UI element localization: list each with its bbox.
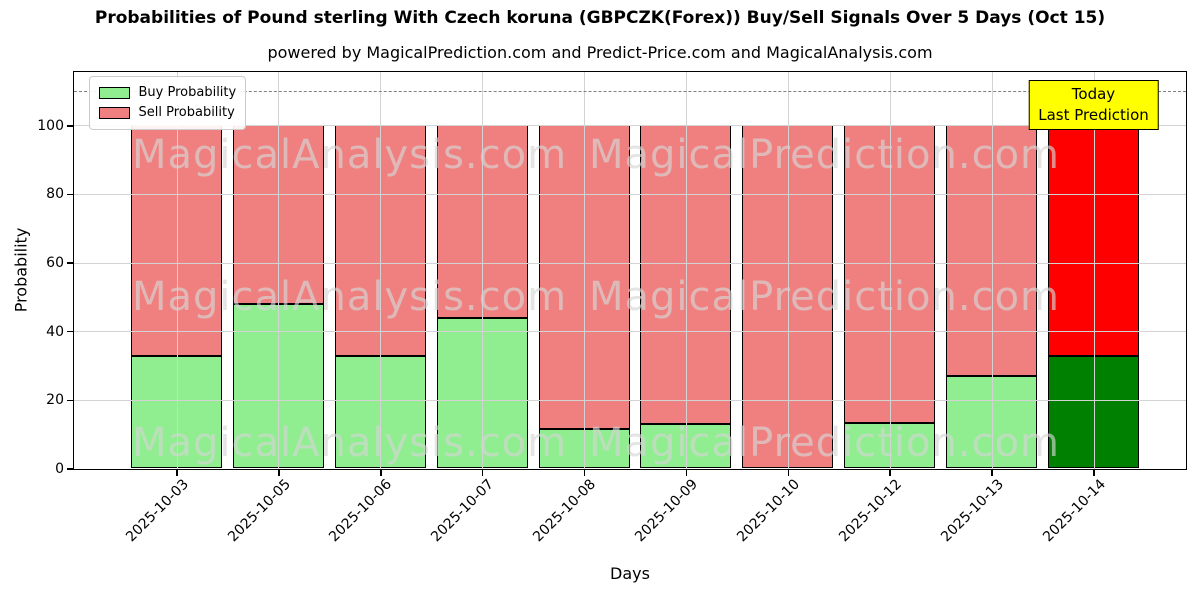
y-tick-60 xyxy=(67,262,73,264)
y-tick-label-40: 40 xyxy=(46,323,64,340)
v-gridline-2025-10-12 xyxy=(889,71,891,469)
x-tick-2025-10-03 xyxy=(176,470,178,476)
y-tick-label-100: 100 xyxy=(37,117,64,134)
watermark-text: MagicalPrediction.com xyxy=(589,419,1060,466)
y-tick-80 xyxy=(67,193,73,196)
legend-entry-sell: Sell Probability xyxy=(98,103,237,123)
x-tick-2025-10-06 xyxy=(380,470,382,476)
x-tick-label-2025-10-03: 2025-10-03 xyxy=(122,476,192,546)
h-gridline-60 xyxy=(73,262,1186,264)
x-tick-label-2025-10-13: 2025-10-13 xyxy=(937,476,1007,546)
plot-area: MagicalAnalysis.com MagicalPrediction.com… xyxy=(72,70,1187,470)
y-tick-label-60: 60 xyxy=(46,255,64,272)
x-tick-2025-10-10 xyxy=(787,470,790,476)
x-tick-label-2025-10-07: 2025-10-07 xyxy=(428,476,498,546)
y-tick-20 xyxy=(67,399,73,402)
x-tick-label-2025-10-09: 2025-10-09 xyxy=(632,476,702,546)
today-annotation: Today Last Prediction xyxy=(1028,79,1159,130)
y-tick-0 xyxy=(67,468,73,470)
h-gridline-20 xyxy=(73,399,1186,401)
v-gridline-2025-10-08 xyxy=(584,71,586,469)
x-tick-2025-10-12 xyxy=(889,470,891,476)
threshold-dashed-line xyxy=(73,91,1186,93)
legend-entry-buy: Buy Probability xyxy=(98,83,237,103)
chart-title: Probabilities of Pound sterling With Cze… xyxy=(94,8,1106,28)
chart-subtitle: powered by MagicalPrediction.com and Pre… xyxy=(267,43,933,62)
grid-layer xyxy=(73,71,1186,469)
v-gridline-2025-10-10 xyxy=(787,71,789,469)
v-gridline-2025-10-14 xyxy=(1093,71,1095,469)
legend: Buy Probability Sell Probability xyxy=(88,75,247,130)
watermark-text: MagicalAnalysis.com xyxy=(131,131,568,178)
x-tick-2025-10-08 xyxy=(583,470,586,476)
x-tick-label-2025-10-06: 2025-10-06 xyxy=(326,476,396,546)
x-tick-2025-10-09 xyxy=(685,470,688,476)
y-tick-label-0: 0 xyxy=(55,461,64,477)
x-axis-label: Days xyxy=(610,564,650,583)
watermark-layer: MagicalAnalysis.com MagicalPrediction.com… xyxy=(74,72,1186,469)
h-gridline-40 xyxy=(73,331,1186,333)
x-tick-2025-10-14 xyxy=(1093,470,1095,476)
x-tick-2025-10-05 xyxy=(278,470,280,476)
y-tick-label-80: 80 xyxy=(46,186,64,203)
x-tick-label-2025-10-10: 2025-10-10 xyxy=(734,476,803,546)
legend-swatch-buy xyxy=(98,86,130,99)
x-tick-label-2025-10-14: 2025-10-14 xyxy=(1039,476,1109,546)
x-tick-label-2025-10-12: 2025-10-12 xyxy=(835,476,905,546)
x-tick-label-2025-10-08: 2025-10-08 xyxy=(530,476,600,546)
legend-swatch-sell xyxy=(98,106,130,119)
legend-label-buy: Buy Probability xyxy=(138,85,237,100)
h-gridline-80 xyxy=(73,193,1186,195)
v-gridline-2025-10-07 xyxy=(482,71,484,469)
v-gridline-2025-10-13 xyxy=(991,71,993,469)
v-gridline-2025-10-09 xyxy=(685,71,687,469)
watermark-text: MagicalPrediction.com xyxy=(589,273,1060,320)
x-tick-2025-10-07 xyxy=(481,470,484,476)
watermark-text: MagicalAnalysis.com xyxy=(131,273,568,320)
v-gridline-2025-10-05 xyxy=(278,71,280,469)
y-tick-40 xyxy=(67,330,73,333)
watermark-text: MagicalPrediction.com xyxy=(589,131,1060,178)
today-annotation-line2: Last Prediction xyxy=(1038,105,1149,124)
v-gridline-2025-10-06 xyxy=(380,71,382,469)
v-gridline-2025-10-03 xyxy=(176,71,178,469)
y-tick-100 xyxy=(67,125,73,127)
legend-label-sell: Sell Probability xyxy=(138,105,235,120)
y-tick-label-20: 20 xyxy=(46,392,64,409)
x-tick-label-2025-10-05: 2025-10-05 xyxy=(224,476,294,546)
h-gridline-100 xyxy=(73,125,1186,127)
x-tick-2025-10-13 xyxy=(991,470,993,476)
watermark-text: MagicalAnalysis.com xyxy=(131,419,568,466)
today-annotation-line1: Today xyxy=(1071,84,1116,103)
